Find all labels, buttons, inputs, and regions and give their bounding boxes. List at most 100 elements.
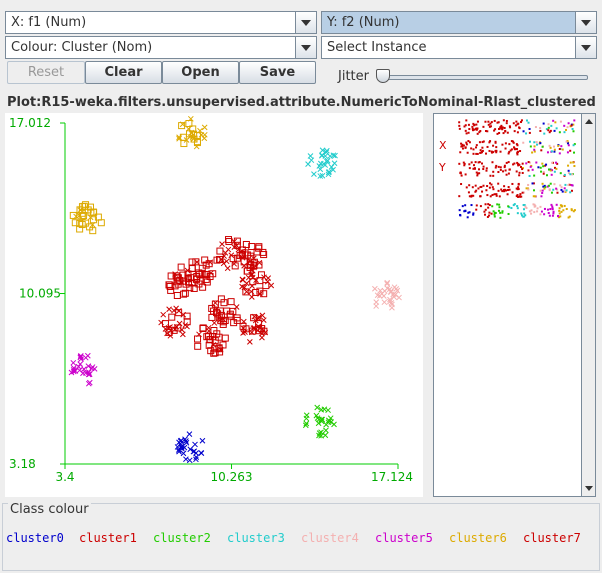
- strip-point: [498, 131, 501, 134]
- class-colour-item[interactable]: cluster7: [523, 531, 581, 545]
- chevron-down-icon[interactable]: [295, 37, 316, 58]
- strip-point: [541, 189, 544, 192]
- clear-button[interactable]: Clear: [85, 61, 162, 84]
- data-point: [76, 219, 84, 227]
- strip-point: [472, 148, 475, 151]
- class-colour-item[interactable]: cluster1: [79, 531, 137, 545]
- strip-point: [504, 129, 507, 132]
- y-axis-select[interactable]: Y: f2 (Num): [321, 11, 597, 34]
- strip-point: [551, 208, 554, 211]
- strip-point: [513, 146, 516, 149]
- data-point: [221, 317, 229, 325]
- attribute-bars[interactable]: X Y: [434, 114, 582, 496]
- data-point: [171, 307, 177, 314]
- scroll-up-icon[interactable]: [582, 114, 595, 129]
- data-point: [185, 120, 193, 128]
- jitter-slider-thumb[interactable]: [376, 69, 390, 83]
- attribute-strip: [458, 203, 576, 219]
- strip-point: [464, 129, 467, 132]
- data-point: [193, 138, 201, 146]
- data-point: [165, 281, 173, 289]
- class-colour-item[interactable]: cluster4: [301, 531, 359, 545]
- jitter-slider-track[interactable]: [380, 75, 588, 80]
- strip-point: [565, 189, 568, 192]
- strip-point: [563, 187, 566, 190]
- strip-point: [529, 145, 532, 148]
- strip-point: [512, 163, 515, 166]
- strip-point: [497, 209, 500, 212]
- chevron-down-icon[interactable]: [575, 12, 596, 33]
- strip-point: [539, 127, 542, 130]
- data-point: [205, 324, 212, 331]
- chevron-down-icon[interactable]: [575, 37, 596, 58]
- strip-point: [479, 205, 482, 208]
- strip-point: [535, 161, 538, 164]
- class-colour-item[interactable]: cluster3: [227, 531, 285, 545]
- data-point: [249, 278, 257, 286]
- data-point: [201, 256, 209, 264]
- data-point: [177, 263, 185, 271]
- strip-point: [462, 144, 465, 147]
- class-colour-item[interactable]: cluster6: [449, 531, 507, 545]
- strip-point: [502, 119, 505, 122]
- x-axis-select[interactable]: X: f1 (Num): [5, 11, 317, 34]
- strip-point: [567, 216, 570, 219]
- x-axis-label: X: f1 (Num): [11, 15, 87, 30]
- chevron-down-icon[interactable]: [295, 12, 316, 33]
- strip-point: [475, 152, 478, 155]
- open-button[interactable]: Open: [162, 61, 239, 84]
- strip-point: [557, 215, 560, 218]
- scroll-down-icon[interactable]: [582, 481, 595, 496]
- data-point: [76, 367, 83, 374]
- strip-point: [479, 195, 482, 198]
- strip-point: [568, 183, 571, 186]
- scatter-plot[interactable]: 3.4 10.263 17.124 17.012 10.095 3.18: [5, 113, 423, 497]
- class-colour-item[interactable]: cluster0: [6, 531, 64, 545]
- data-point: [89, 216, 97, 224]
- strip-point: [492, 174, 495, 177]
- strip-point: [505, 173, 508, 176]
- strip-point: [567, 164, 570, 167]
- strip-point: [569, 149, 572, 152]
- strip-point: [464, 204, 467, 207]
- plot-area[interactable]: 3.4 10.263 17.124 17.012 10.095 3.18: [5, 113, 423, 497]
- data-point: [222, 250, 229, 256]
- data-point: [215, 333, 223, 341]
- data-point: [307, 153, 314, 159]
- strip-point: [550, 150, 553, 153]
- instance-select[interactable]: Select Instance: [321, 36, 597, 59]
- class-colour-item[interactable]: cluster5: [375, 531, 433, 545]
- attribute-strip: [458, 161, 576, 177]
- strip-point: [464, 124, 467, 127]
- data-point: [311, 171, 317, 177]
- reset-button[interactable]: Reset: [7, 61, 85, 84]
- strip-point: [516, 123, 519, 126]
- save-button[interactable]: Save: [239, 61, 316, 84]
- vertical-scrollbar[interactable]: [581, 113, 596, 497]
- strip-point: [496, 121, 499, 124]
- strip-point: [461, 145, 464, 148]
- strip-point: [536, 143, 539, 146]
- strip-point: [458, 127, 461, 130]
- strip-point: [494, 141, 497, 144]
- class-colour-item[interactable]: cluster2: [153, 531, 211, 545]
- strip-point: [482, 165, 485, 168]
- strip-point: [533, 148, 536, 151]
- strip-point: [511, 191, 514, 194]
- strip-point: [539, 189, 542, 192]
- colour-select[interactable]: Colour: Cluster (Nom): [5, 36, 317, 59]
- data-point: [316, 430, 323, 436]
- strip-point: [461, 205, 464, 208]
- strip-point: [516, 144, 519, 147]
- data-point: [211, 320, 218, 326]
- strip-point: [533, 150, 536, 153]
- strip-point: [560, 210, 563, 213]
- strip-point: [480, 151, 483, 154]
- strip-point: [537, 166, 540, 169]
- strip-point: [487, 203, 490, 206]
- data-point: [240, 325, 247, 331]
- strip-point: [528, 127, 531, 130]
- attribute-bars-panel[interactable]: X Y: [433, 113, 583, 497]
- data-point: [201, 124, 208, 131]
- strip-point: [555, 203, 558, 206]
